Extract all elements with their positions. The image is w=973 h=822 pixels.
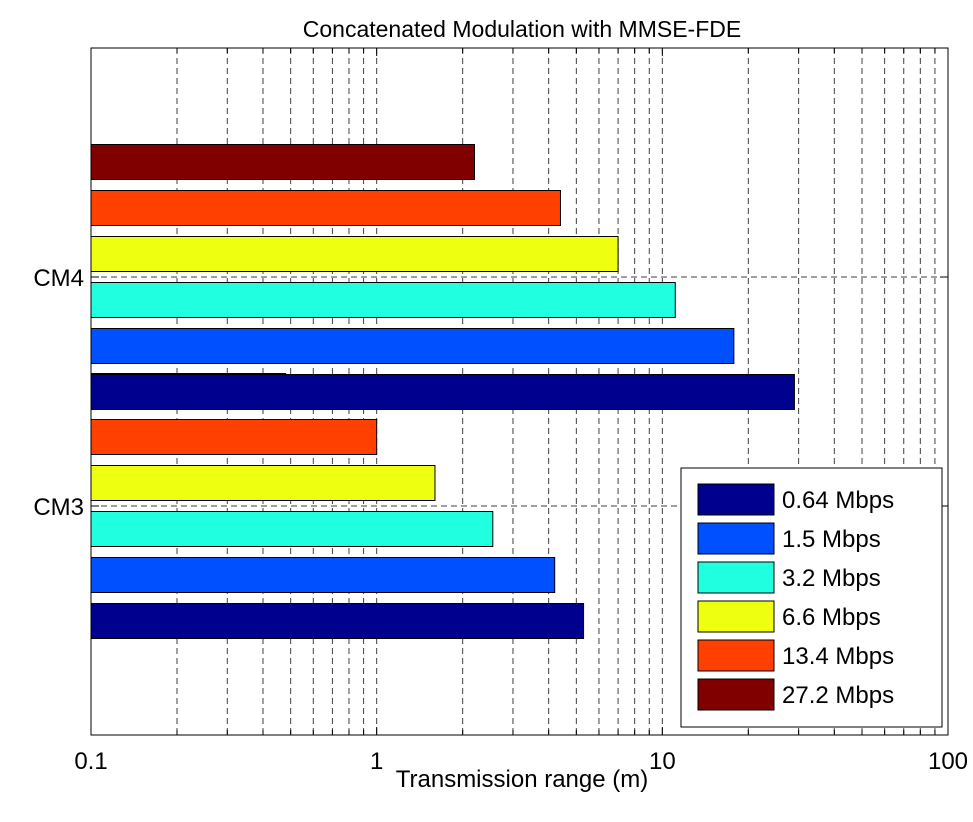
legend-label: 13.4 Mbps xyxy=(782,643,894,670)
bar-cm4-3.2mbps xyxy=(90,282,676,318)
legend-swatch xyxy=(697,483,775,516)
x-axis-label: Transmission range (m) xyxy=(396,766,649,793)
bar-cm4-0.64mbps xyxy=(90,374,795,410)
bar-cm3-6.6mbps xyxy=(90,465,436,501)
x-tick-label: 10 xyxy=(649,748,676,775)
legend-swatch xyxy=(697,639,775,672)
bar-cm3-3.2mbps xyxy=(90,511,494,547)
legend-label: 6.6 Mbps xyxy=(782,604,881,631)
x-tick-label: 0.1 xyxy=(74,748,107,775)
bar-cm4-27.2mbps xyxy=(90,144,475,180)
legend-swatch xyxy=(697,561,775,594)
legend: 0.64 Mbps 1.5 Mbps 3.2 Mbps 6.6 Mbps 13.4 Mb… xyxy=(680,467,943,728)
bar-cm3-13.4mbps xyxy=(90,419,378,455)
bars xyxy=(90,144,795,639)
legend-label: 0.64 Mbps xyxy=(782,487,894,514)
bar-cm3-0.64mbps xyxy=(90,603,585,639)
x-tick-label: 100 xyxy=(928,748,968,775)
legend-label: 3.2 Mbps xyxy=(782,565,881,592)
x-tick-label: 1 xyxy=(370,748,383,775)
bar-cm4-1.5mbps xyxy=(90,328,735,364)
bar-cm4-13.4mbps xyxy=(90,190,561,226)
legend-label: 27.2 Mbps xyxy=(782,682,894,709)
legend-swatch xyxy=(697,600,775,633)
chart-title: Concatenated Modulation with MMSE-FDE xyxy=(303,16,741,42)
y-tick-label: CM3 xyxy=(33,494,84,521)
plot-frame xyxy=(90,47,949,736)
legend-swatch xyxy=(697,522,775,555)
axis-ticks: 0.1 1 10 100 CM3 CM4 xyxy=(33,48,968,775)
bar-cm4-6.6mbps xyxy=(90,236,619,272)
bar-cm3-1.5mbps xyxy=(90,557,556,593)
legend-label: 1.5 Mbps xyxy=(782,526,881,553)
y-tick-label: CM4 xyxy=(33,265,84,292)
legend-swatch xyxy=(697,678,775,711)
